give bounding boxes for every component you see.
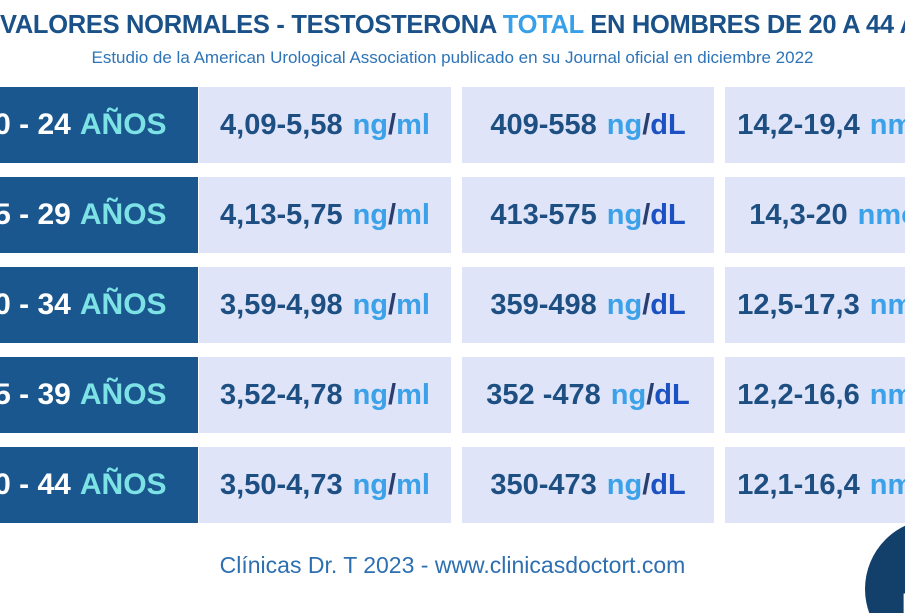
unit-slash: / xyxy=(388,108,397,141)
title-part1: VALORES NORMALES - TESTOSTERONA xyxy=(0,11,503,39)
age-range-label: 20 - 24 xyxy=(0,108,71,141)
footer-credit: Clínicas Dr. T 2023 - www.clinicasdoctor… xyxy=(219,552,686,578)
unit-slash: / xyxy=(642,468,651,501)
ngdl-value-cell: 350-473 ng/dL xyxy=(462,447,714,523)
age-range-label: 30 - 34 xyxy=(0,288,71,321)
unit-slash: / xyxy=(646,378,655,411)
nmol-value-cell: 12,5-17,3 nmol/L xyxy=(725,267,905,343)
ngml-value: 3,59-4,98 xyxy=(220,288,343,321)
title-highlight: TOTAL xyxy=(502,11,584,39)
ngml-value-cell: 4,13-5,75 ng/ml xyxy=(199,177,451,253)
nmol-value-cell: 12,2-16,6 nmol/L xyxy=(725,357,905,433)
unit-nmol: nmol/L xyxy=(857,198,905,231)
unit-ml: ml xyxy=(396,198,430,231)
age-unit-label: AÑOS xyxy=(79,198,167,231)
nmol-value: 14,3-20 xyxy=(749,198,848,231)
unit-ml: ml xyxy=(396,288,430,321)
page-title: VALORES NORMALES - TESTOSTERONA TOTAL EN… xyxy=(0,11,905,40)
unit-ng: ng xyxy=(606,468,643,501)
ngml-value-cell: 3,50-4,73 ng/ml xyxy=(199,447,451,523)
unit-slash: / xyxy=(388,288,397,321)
ngml-value: 3,50-4,73 xyxy=(220,468,343,501)
unit-ng: ng xyxy=(352,198,389,231)
nmol-value-cell: 14,3-20 nmol/L xyxy=(725,177,905,253)
unit-ng: ng xyxy=(610,378,647,411)
unit-ml: ml xyxy=(396,108,430,141)
unit-nmol: nmol/L xyxy=(869,288,905,321)
unit-ng: ng xyxy=(352,108,389,141)
ngml-value-cell: 3,59-4,98 ng/ml xyxy=(199,267,451,343)
nmol-value: 12,1-16,4 xyxy=(737,468,860,501)
age-unit-label: AÑOS xyxy=(79,378,167,411)
unit-nmol: nmol/L xyxy=(869,108,905,141)
ngml-value: 4,09-5,58 xyxy=(220,108,343,141)
unit-dl: dL xyxy=(650,468,686,501)
ngml-value-cell: 4,09-5,58 ng/ml xyxy=(199,87,451,163)
unit-slash: / xyxy=(388,468,397,501)
age-unit-label: AÑOS xyxy=(79,288,167,321)
unit-ml: ml xyxy=(396,378,430,411)
unit-ng: ng xyxy=(352,468,389,501)
ngdl-value-cell: 359-498 ng/dL xyxy=(462,267,714,343)
unit-slash: / xyxy=(642,288,651,321)
ngdl-value: 350-473 xyxy=(490,468,597,501)
title-part2: EN HOMBRES DE 20 A 44 AÑOS xyxy=(590,11,905,39)
unit-dl: dL xyxy=(654,378,690,411)
logo-drt-text: Dr. T xyxy=(902,590,905,613)
unit-ng: ng xyxy=(352,288,389,321)
unit-slash: / xyxy=(388,198,397,231)
ngdl-value: 352 -478 xyxy=(486,378,601,411)
unit-ng: ng xyxy=(352,378,389,411)
ngdl-value-cell: 352 -478 ng/dL xyxy=(462,357,714,433)
page-subtitle: Estudio de la American Urological Associ… xyxy=(91,48,814,67)
unit-nmol: nmol/L xyxy=(869,378,905,411)
unit-dl: dL xyxy=(650,108,686,141)
nmol-value: 14,2-19,4 xyxy=(737,108,860,141)
age-range-label: 25 - 29 xyxy=(0,198,71,231)
unit-ng: ng xyxy=(606,198,643,231)
nmol-value-cell: 12,1-16,4 nmol/L xyxy=(725,447,905,523)
unit-ng: ng xyxy=(606,108,643,141)
unit-dl: dL xyxy=(650,288,686,321)
ngdl-value-cell: 409-558 ng/dL xyxy=(462,87,714,163)
ngdl-value: 359-498 xyxy=(490,288,597,321)
unit-slash: / xyxy=(388,378,397,411)
unit-dl: dL xyxy=(650,198,686,231)
age-range-label: 35 - 39 xyxy=(0,378,71,411)
ngml-value-cell: 3,52-4,78 ng/ml xyxy=(199,357,451,433)
ngdl-value: 413-575 xyxy=(490,198,597,231)
ngml-value: 3,52-4,78 xyxy=(220,378,343,411)
age-unit-label: AÑOS xyxy=(79,468,167,501)
unit-ng: ng xyxy=(606,288,643,321)
age-range-label: 40 - 44 xyxy=(0,468,71,501)
unit-nmol: nmol/L xyxy=(869,468,905,501)
nmol-value: 12,5-17,3 xyxy=(737,288,860,321)
age-unit-label: AÑOS xyxy=(79,108,167,141)
ngdl-value: 409-558 xyxy=(490,108,597,141)
nmol-value-cell: 14,2-19,4 nmol/L xyxy=(725,87,905,163)
nmol-value: 12,2-16,6 xyxy=(737,378,860,411)
unit-ml: ml xyxy=(396,468,430,501)
ngdl-value-cell: 413-575 ng/dL xyxy=(462,177,714,253)
ngml-value: 4,13-5,75 xyxy=(220,198,343,231)
unit-slash: / xyxy=(642,108,651,141)
unit-slash: / xyxy=(642,198,651,231)
